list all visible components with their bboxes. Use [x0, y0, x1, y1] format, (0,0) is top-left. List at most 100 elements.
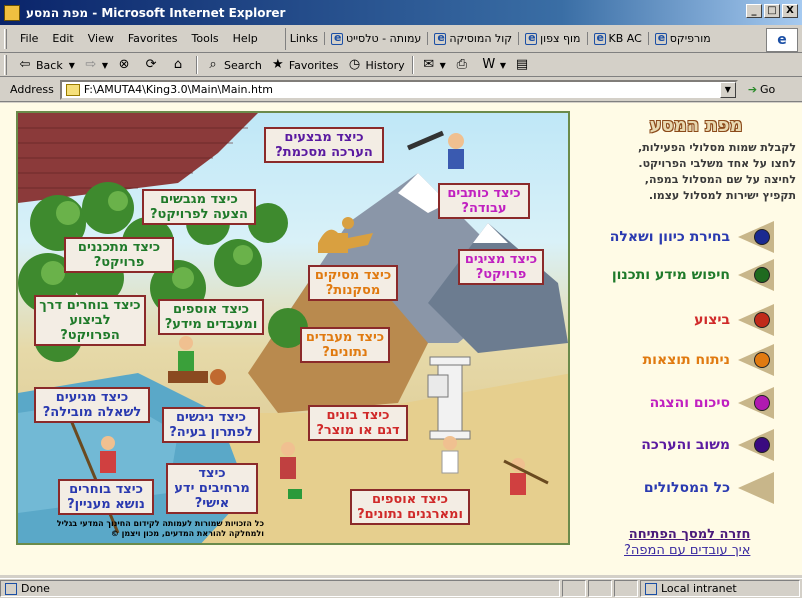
map-label-drawing-conclusions[interactable]: כיצד מסיקים מסקנות?	[308, 265, 398, 301]
path-analysis[interactable]: ניתוח תוצאות	[586, 342, 786, 378]
map-label-leading-question[interactable]: כיצד מגיעים לשאלה מובילה?	[34, 387, 150, 423]
link-item[interactable]: קול המוסיקה	[427, 31, 518, 45]
path-feedback[interactable]: משוב והערכה	[586, 427, 786, 463]
path-direction-question[interactable]: בחירת כיוון ושאלה	[586, 219, 786, 255]
map-label-collecting-info[interactable]: כיצד אוספים ומעבדים מידע?	[158, 299, 264, 335]
word-icon: W	[482, 57, 496, 72]
path-dot	[754, 395, 770, 411]
address-label: Address	[10, 83, 54, 96]
edit-button[interactable]: W ▼	[482, 57, 506, 72]
link-label: KB AC	[608, 32, 642, 45]
print-button[interactable]: ⎙	[450, 55, 477, 76]
path-dot	[754, 312, 770, 328]
menu-edit[interactable]: Edit	[52, 32, 74, 45]
refresh-icon: ⟳	[145, 57, 157, 72]
link-label: קול המוסיקה	[449, 32, 513, 45]
path-marker-icon	[738, 221, 786, 253]
address-dropdown-button[interactable]: ▼	[719, 81, 736, 98]
back-label: Back	[36, 58, 63, 72]
menu-file[interactable]: File	[20, 32, 39, 45]
path-label: ביצוע	[694, 312, 730, 328]
history-button[interactable]: ◷ History	[343, 55, 409, 76]
zone-text: Local intranet	[661, 582, 737, 595]
link-item[interactable]: עמותה - טלסייט	[324, 31, 427, 45]
back-button[interactable]: ⇦ Back ▼	[13, 55, 79, 76]
map-label-summative-assessment[interactable]: כיצד מבצעים הערכה מסכמת?	[264, 127, 384, 163]
instruction-line: תקפיץ ישירות למסלול עצמו.	[648, 189, 796, 202]
map-label-choosing-topic[interactable]: כיצד בוחרים נושא מעניין?	[58, 479, 154, 515]
side-panel: מפת המסע לקבלת שמות מסלולי הפעילות, לחצו…	[596, 115, 796, 204]
toolbar: ⇦ Back ▼ ⇨ ▼ ⊗ ⟳ ⌂ ⌕ Search ★ Favorites ◷ Hist…	[0, 54, 802, 77]
status-text: Done	[21, 582, 50, 595]
close-button[interactable]: X	[782, 4, 798, 18]
link-label: עמותה - טלסייט	[346, 32, 422, 45]
favorites-button[interactable]: ★ Favorites	[266, 55, 343, 76]
path-marker-icon	[738, 259, 786, 291]
map-label-expanding-knowledge[interactable]: כיצד מרחיבים ידע אישי?	[166, 463, 258, 514]
ie-page-icon	[593, 31, 606, 45]
menu-help[interactable]: Help	[232, 32, 258, 45]
link-item[interactable]: מוף צפון	[518, 31, 586, 45]
path-label: בחירת כיוון ושאלה	[609, 229, 730, 245]
address-input[interactable]: F:\AMUTA4\King3.0\Main\Main.htm ▼	[59, 79, 738, 100]
separator	[411, 56, 414, 74]
link-item[interactable]: מורפיקס	[647, 31, 717, 45]
path-dot	[754, 229, 770, 245]
how-to-use-map-link[interactable]: איך עובדים עם המפה?	[624, 543, 751, 558]
path-label: משוב והערכה	[641, 437, 730, 453]
panel-instructions: לקבלת שמות מסלולי הפעילות, לחצו על אחד מ…	[596, 140, 796, 204]
path-info-planning[interactable]: חיפוש מידע ותכנון	[586, 257, 786, 293]
go-button[interactable]: ➔ Go	[748, 83, 775, 96]
menu-tools[interactable]: Tools	[191, 32, 219, 45]
search-button[interactable]: ⌕ Search	[201, 55, 266, 76]
back-to-opening-link[interactable]: חזרה למסך הפתיחה	[628, 527, 751, 542]
map-label-project-proposal[interactable]: כיצד מגבשים הצעה לפרויקט?	[142, 189, 256, 225]
go-arrow-icon: ➔	[747, 83, 758, 96]
path-marker-icon	[738, 387, 786, 419]
history-label: History	[365, 58, 405, 72]
map-label-choosing-method[interactable]: כיצד בוחרים דרך לביצוע הפרויקט?	[34, 295, 146, 346]
path-dot	[754, 437, 770, 453]
forward-button[interactable]: ⇨ ▼	[79, 55, 112, 76]
mail-button[interactable]: ✉ ▼	[417, 55, 450, 76]
links-bar: Links עמותה - טלסייט קול המוסיקה מוף צפו…	[284, 27, 717, 50]
maximize-button[interactable]: □	[764, 4, 780, 18]
path-label: ניתוח תוצאות	[642, 352, 730, 368]
stop-button[interactable]: ⊗	[112, 55, 139, 76]
document-icon: ▤	[515, 57, 529, 72]
map-label-building-model[interactable]: כיצד בונים דגם או מוצר?	[308, 405, 408, 441]
status-text-pane: Done	[0, 580, 560, 597]
minimize-button[interactable]: _	[746, 4, 762, 18]
path-dot	[754, 267, 770, 283]
refresh-button[interactable]: ⟳	[139, 55, 166, 76]
link-item[interactable]: KB AC	[586, 31, 648, 45]
path-marker-icon	[738, 344, 786, 376]
ie-page-icon	[5, 582, 17, 595]
panel-title: מפת המסע	[649, 115, 743, 136]
window-title: מפת המסע - Microsoft Internet Explorer	[26, 5, 286, 20]
discuss-button[interactable]: ▤	[510, 55, 537, 76]
map-label-problem-solving[interactable]: כיצד ניגשים לפתרון בעיה?	[162, 407, 260, 443]
ie-page-icon	[434, 31, 447, 45]
map-label-writing-paper[interactable]: כיצד כותבים עבודה?	[438, 183, 530, 219]
page-content: כיצד מבצעים הערכה מסכמת? כיצד כותבים עבו…	[0, 103, 802, 575]
address-value: F:\AMUTA4\King3.0\Main\Main.htm	[83, 83, 274, 96]
map-label-organizing-data[interactable]: כיצד אוספים ומארגנים נתונים?	[350, 489, 470, 525]
map-label-planning-project[interactable]: כיצד מתכננים פרויקט?	[64, 237, 174, 273]
links-label[interactable]: Links	[289, 32, 318, 45]
menu-favorites[interactable]: Favorites	[127, 32, 178, 45]
menu-bar: File Edit View Favorites Tools Help Link…	[0, 25, 802, 53]
path-summary[interactable]: סיכום והצגה	[586, 385, 786, 421]
path-execution[interactable]: ביצוע	[586, 302, 786, 338]
map-label-processing-data[interactable]: כיצד מעבדים נתונים?	[300, 327, 390, 363]
status-pane	[588, 580, 612, 597]
instruction-line: לקבלת שמות מסלולי הפעילות,	[638, 141, 796, 154]
home-button[interactable]: ⌂	[166, 55, 193, 76]
menu-view[interactable]: View	[87, 32, 114, 45]
path-all[interactable]: כל המסלולים	[586, 470, 786, 506]
map-label-presenting-project[interactable]: כיצד מציגים פרויקט?	[458, 249, 544, 285]
intranet-icon	[645, 582, 657, 595]
grip	[4, 28, 7, 49]
ie-page-icon	[331, 31, 343, 45]
link-label: מוף צפון	[540, 32, 581, 45]
